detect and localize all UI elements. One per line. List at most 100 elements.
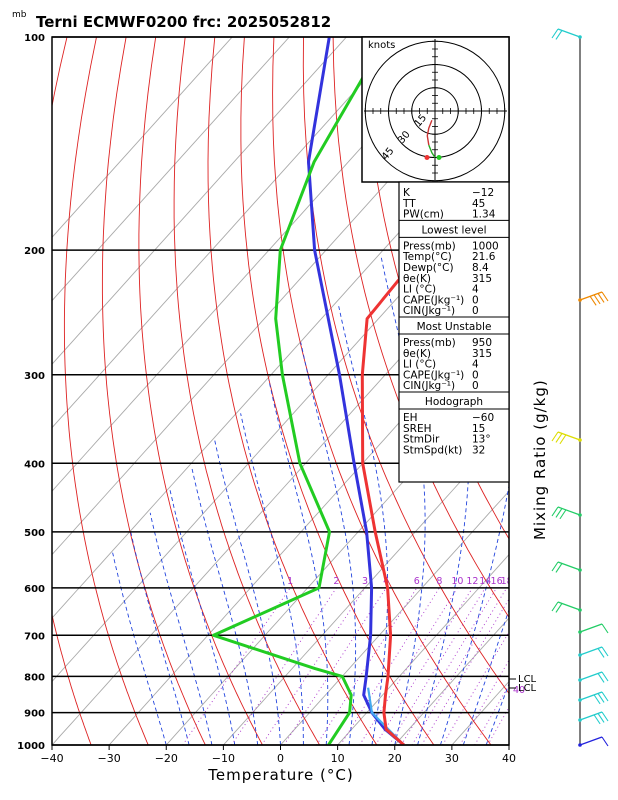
x-tick-label: −10	[212, 752, 235, 765]
mixing-ratio-label: 18	[501, 576, 513, 587]
wind-barb-shaft	[579, 291, 603, 301]
mixing-ratio-label: 1	[287, 576, 293, 587]
hodograph-trace	[426, 120, 433, 146]
index-key: LI (°C)	[403, 284, 436, 296]
index-value: 13°	[472, 434, 491, 446]
mixing-ratio-line	[459, 659, 509, 745]
pressure-tick-label: 400	[24, 459, 45, 470]
index-value: 1.34	[472, 209, 496, 221]
index-value: 4	[472, 359, 479, 371]
isotherm-line	[451, 680, 509, 745]
isotherm-line	[508, 744, 509, 745]
index-value: 950	[472, 337, 492, 349]
index-value: −60	[472, 412, 494, 424]
index-key: Temp(°C)	[402, 251, 452, 263]
wind-barb-feather	[601, 691, 609, 702]
index-key: K	[403, 187, 411, 199]
moist-adiabat-line	[112, 552, 167, 745]
wind-barb-feather	[551, 506, 559, 517]
index-key: PW(cm)	[403, 209, 444, 221]
index-key: θe(K)	[403, 348, 431, 360]
isotherm-line	[52, 37, 233, 238]
mixing-ratio-line	[442, 631, 509, 745]
wind-barb-feather	[555, 603, 563, 613]
wind-barb-feather	[555, 433, 563, 443]
x-tick-label: 30	[445, 752, 459, 765]
moist-adiabat-line	[130, 531, 190, 745]
wind-barb-shaft	[557, 506, 581, 516]
hodograph-end-marker	[436, 155, 442, 160]
index-value: 8.4	[472, 262, 489, 274]
dry-adiabat-line	[207, 37, 378, 745]
index-value: −12	[472, 187, 494, 199]
wind-barb-feather	[601, 291, 609, 302]
dry-adiabat-line	[52, 37, 92, 745]
mixing-ratio-label: 2	[333, 576, 339, 587]
wind-barb-feather	[555, 508, 563, 518]
mixing-ratio-label: 10	[451, 576, 463, 587]
index-value: 0	[472, 380, 479, 392]
index-key: CIN(Jkg⁻¹)	[403, 380, 455, 392]
mixing-ratio-label: 12	[466, 576, 478, 587]
index-key: LI (°C)	[403, 359, 436, 371]
dry-adiabat-line	[173, 37, 321, 745]
mixing-ratio-label: 16	[491, 576, 503, 587]
pressure-tick-label: 500	[24, 528, 45, 539]
index-value: 315	[472, 273, 492, 285]
wind-barb-feather	[551, 431, 559, 442]
x-tick-label: −20	[155, 752, 178, 765]
wind-barb-feather	[601, 671, 609, 682]
mixing-ratio-label: 6	[414, 576, 420, 587]
x-tick-label: 40	[502, 752, 516, 765]
index-key: θe(K)	[403, 273, 431, 285]
index-value: 32	[472, 444, 485, 456]
wind-barb-shaft	[557, 431, 581, 441]
isotherm-line	[52, 173, 509, 683]
moist-adiabat-line	[268, 379, 329, 745]
wind-barb-shaft	[579, 711, 603, 721]
moist-adiabat-line	[149, 512, 213, 745]
mixing-ratio-line	[359, 587, 458, 745]
index-key: CIN(Jkg⁻¹)	[403, 305, 455, 317]
wind-barb-shaft	[557, 561, 581, 571]
indices-panel: K −12 TT 45 PW(cm) 1.34 Lowest level Press(mb) 1…	[398, 181, 510, 483]
wind-barb-feather	[601, 711, 609, 722]
indices-frame	[398, 181, 510, 483]
wind-barb-feather	[597, 713, 605, 723]
mixing-ratio-line	[388, 587, 486, 745]
index-value: 21.6	[472, 251, 496, 263]
dry-adiabat-line	[592, 5, 618, 760]
wind-barb-shaft	[579, 691, 603, 701]
pressure-tick-label: 600	[24, 584, 45, 595]
isotherm-line	[52, 37, 462, 492]
index-key: Press(mb)	[403, 337, 456, 349]
wind-barb-feather	[559, 434, 567, 445]
wind-barb-feather	[555, 563, 563, 573]
wind-barb-feather	[597, 293, 605, 303]
wind-barb-feather	[601, 623, 609, 634]
dry-adiabat-line	[240, 37, 435, 745]
dry-adiabat-line	[563, 5, 618, 760]
index-key: Dewp(°C)	[403, 262, 454, 274]
pressure-tick-label: 300	[24, 371, 45, 382]
hodograph-unit-label: knots	[368, 40, 395, 51]
wind-barb-feather	[551, 561, 559, 572]
wind-barb-feather	[593, 694, 601, 705]
index-value: 1000	[472, 240, 499, 252]
wind-barb-shaft	[579, 671, 603, 681]
dry-adiabat-line	[302, 37, 509, 695]
wind-barb-feather	[559, 509, 567, 520]
isotherm-line	[52, 37, 405, 429]
indices-section-header: Lowest level	[421, 224, 486, 236]
wind-barb-shaft	[579, 736, 603, 746]
wind-barb-feather	[593, 294, 601, 305]
wind-barb-shaft	[557, 601, 581, 611]
index-key: TT	[402, 198, 416, 210]
right-axis-title: Mixing Ratio (g/kg)	[531, 379, 549, 540]
mixing-ratio-line	[487, 706, 509, 745]
pressure-tick-label: 700	[24, 631, 45, 642]
wind-barb-feather	[601, 646, 609, 657]
x-axis-title: Temperature (°C)	[207, 766, 353, 784]
moist-adiabat-line	[240, 413, 304, 745]
